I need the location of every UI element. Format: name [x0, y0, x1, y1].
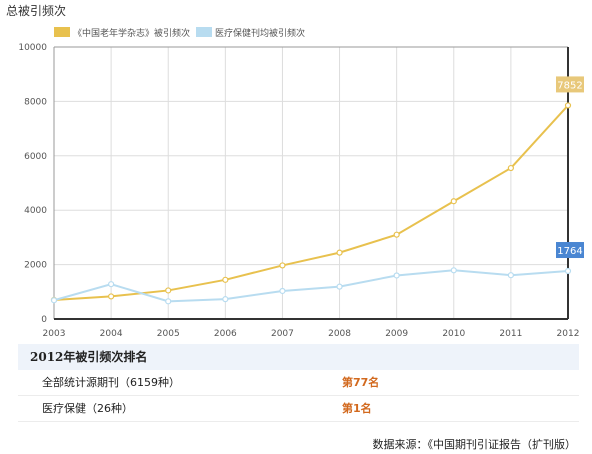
x-tick-label: 2008	[328, 329, 351, 339]
legend-label-journal: 《中国老年学杂志》被引频次	[73, 28, 191, 39]
data-point	[279, 287, 286, 295]
rank-label-medical: 医疗保健（26种）	[42, 402, 133, 415]
y-tick-label: 4000	[24, 206, 47, 216]
end-label-bg	[556, 242, 584, 259]
y-tick-label: 2000	[24, 261, 47, 271]
series-line-1	[53, 104, 569, 301]
data-point	[50, 297, 58, 304]
data-point	[108, 281, 115, 288]
rank-value-medical: 第1名	[342, 402, 372, 415]
data-point	[393, 272, 400, 279]
x-tick-label: 2005	[157, 329, 180, 339]
data-point	[222, 296, 229, 303]
page-title: 总被引频次	[6, 4, 67, 18]
legend-swatch-journal	[54, 27, 70, 37]
x-tick-label: 2007	[271, 329, 294, 339]
y-tick-label: 8000	[24, 97, 47, 107]
data-point	[336, 283, 343, 290]
data-point	[507, 164, 514, 172]
legend-item-journal[interactable]: 《中国老年学杂志》被引频次	[54, 26, 190, 39]
x-tick-label: 2009	[385, 329, 408, 339]
data-point	[393, 231, 400, 238]
rank-row: 全部统计源期刊（6159种） 第77名	[18, 370, 579, 396]
data-point	[279, 262, 286, 269]
rank-row: 医疗保健（26种） 第1名	[18, 396, 579, 422]
legend-swatch-average	[196, 27, 213, 37]
end-value-label: 7852	[557, 80, 582, 91]
data-point	[165, 298, 172, 305]
x-tick-label: 2012	[557, 329, 580, 339]
y-tick-label: 0	[41, 315, 47, 325]
legend-item-average[interactable]: 医疗保健刊均被引频次	[196, 26, 305, 39]
data-point	[108, 293, 115, 300]
data-point	[507, 272, 514, 279]
y-tick-label: 10000	[18, 43, 47, 53]
rank-label-all: 全部统计源期刊（6159种）	[42, 376, 180, 389]
x-tick-label: 2010	[442, 329, 465, 339]
x-tick-label: 2011	[499, 329, 522, 339]
data-point	[450, 267, 457, 274]
data-point	[336, 249, 343, 256]
data-point	[564, 267, 572, 275]
line-chart: 0 2000 4000 6000 8000 10000 2003 2004 2005 2006 20…	[18, 43, 584, 339]
y-tick-label: 6000	[24, 152, 47, 162]
x-tick-label: 2004	[100, 329, 123, 339]
rank-header: 2012年被引频次排名	[18, 344, 579, 370]
series-line-2	[53, 269, 569, 303]
data-point	[165, 287, 172, 294]
end-value-label: 1764	[557, 246, 582, 257]
data-point	[564, 102, 572, 109]
legend-label-average: 医疗保健刊均被引频次	[215, 28, 306, 39]
x-tick-label: 2003	[43, 329, 66, 339]
x-tick-label: 2006	[214, 329, 237, 339]
data-point	[450, 198, 457, 205]
data-source: 数据来源：《中国期刊引证报告（扩刊版）	[372, 438, 577, 451]
data-point	[222, 276, 229, 283]
rank-value-all: 第77名	[342, 376, 380, 389]
chart-legend: 《中国老年学杂志》被引频次 医疗保健刊均被引频次	[54, 25, 311, 39]
rank-section: 2012年被引频次排名 全部统计源期刊（6159种） 第77名 医疗保健（26种…	[18, 344, 579, 422]
end-label-bg	[556, 76, 584, 93]
